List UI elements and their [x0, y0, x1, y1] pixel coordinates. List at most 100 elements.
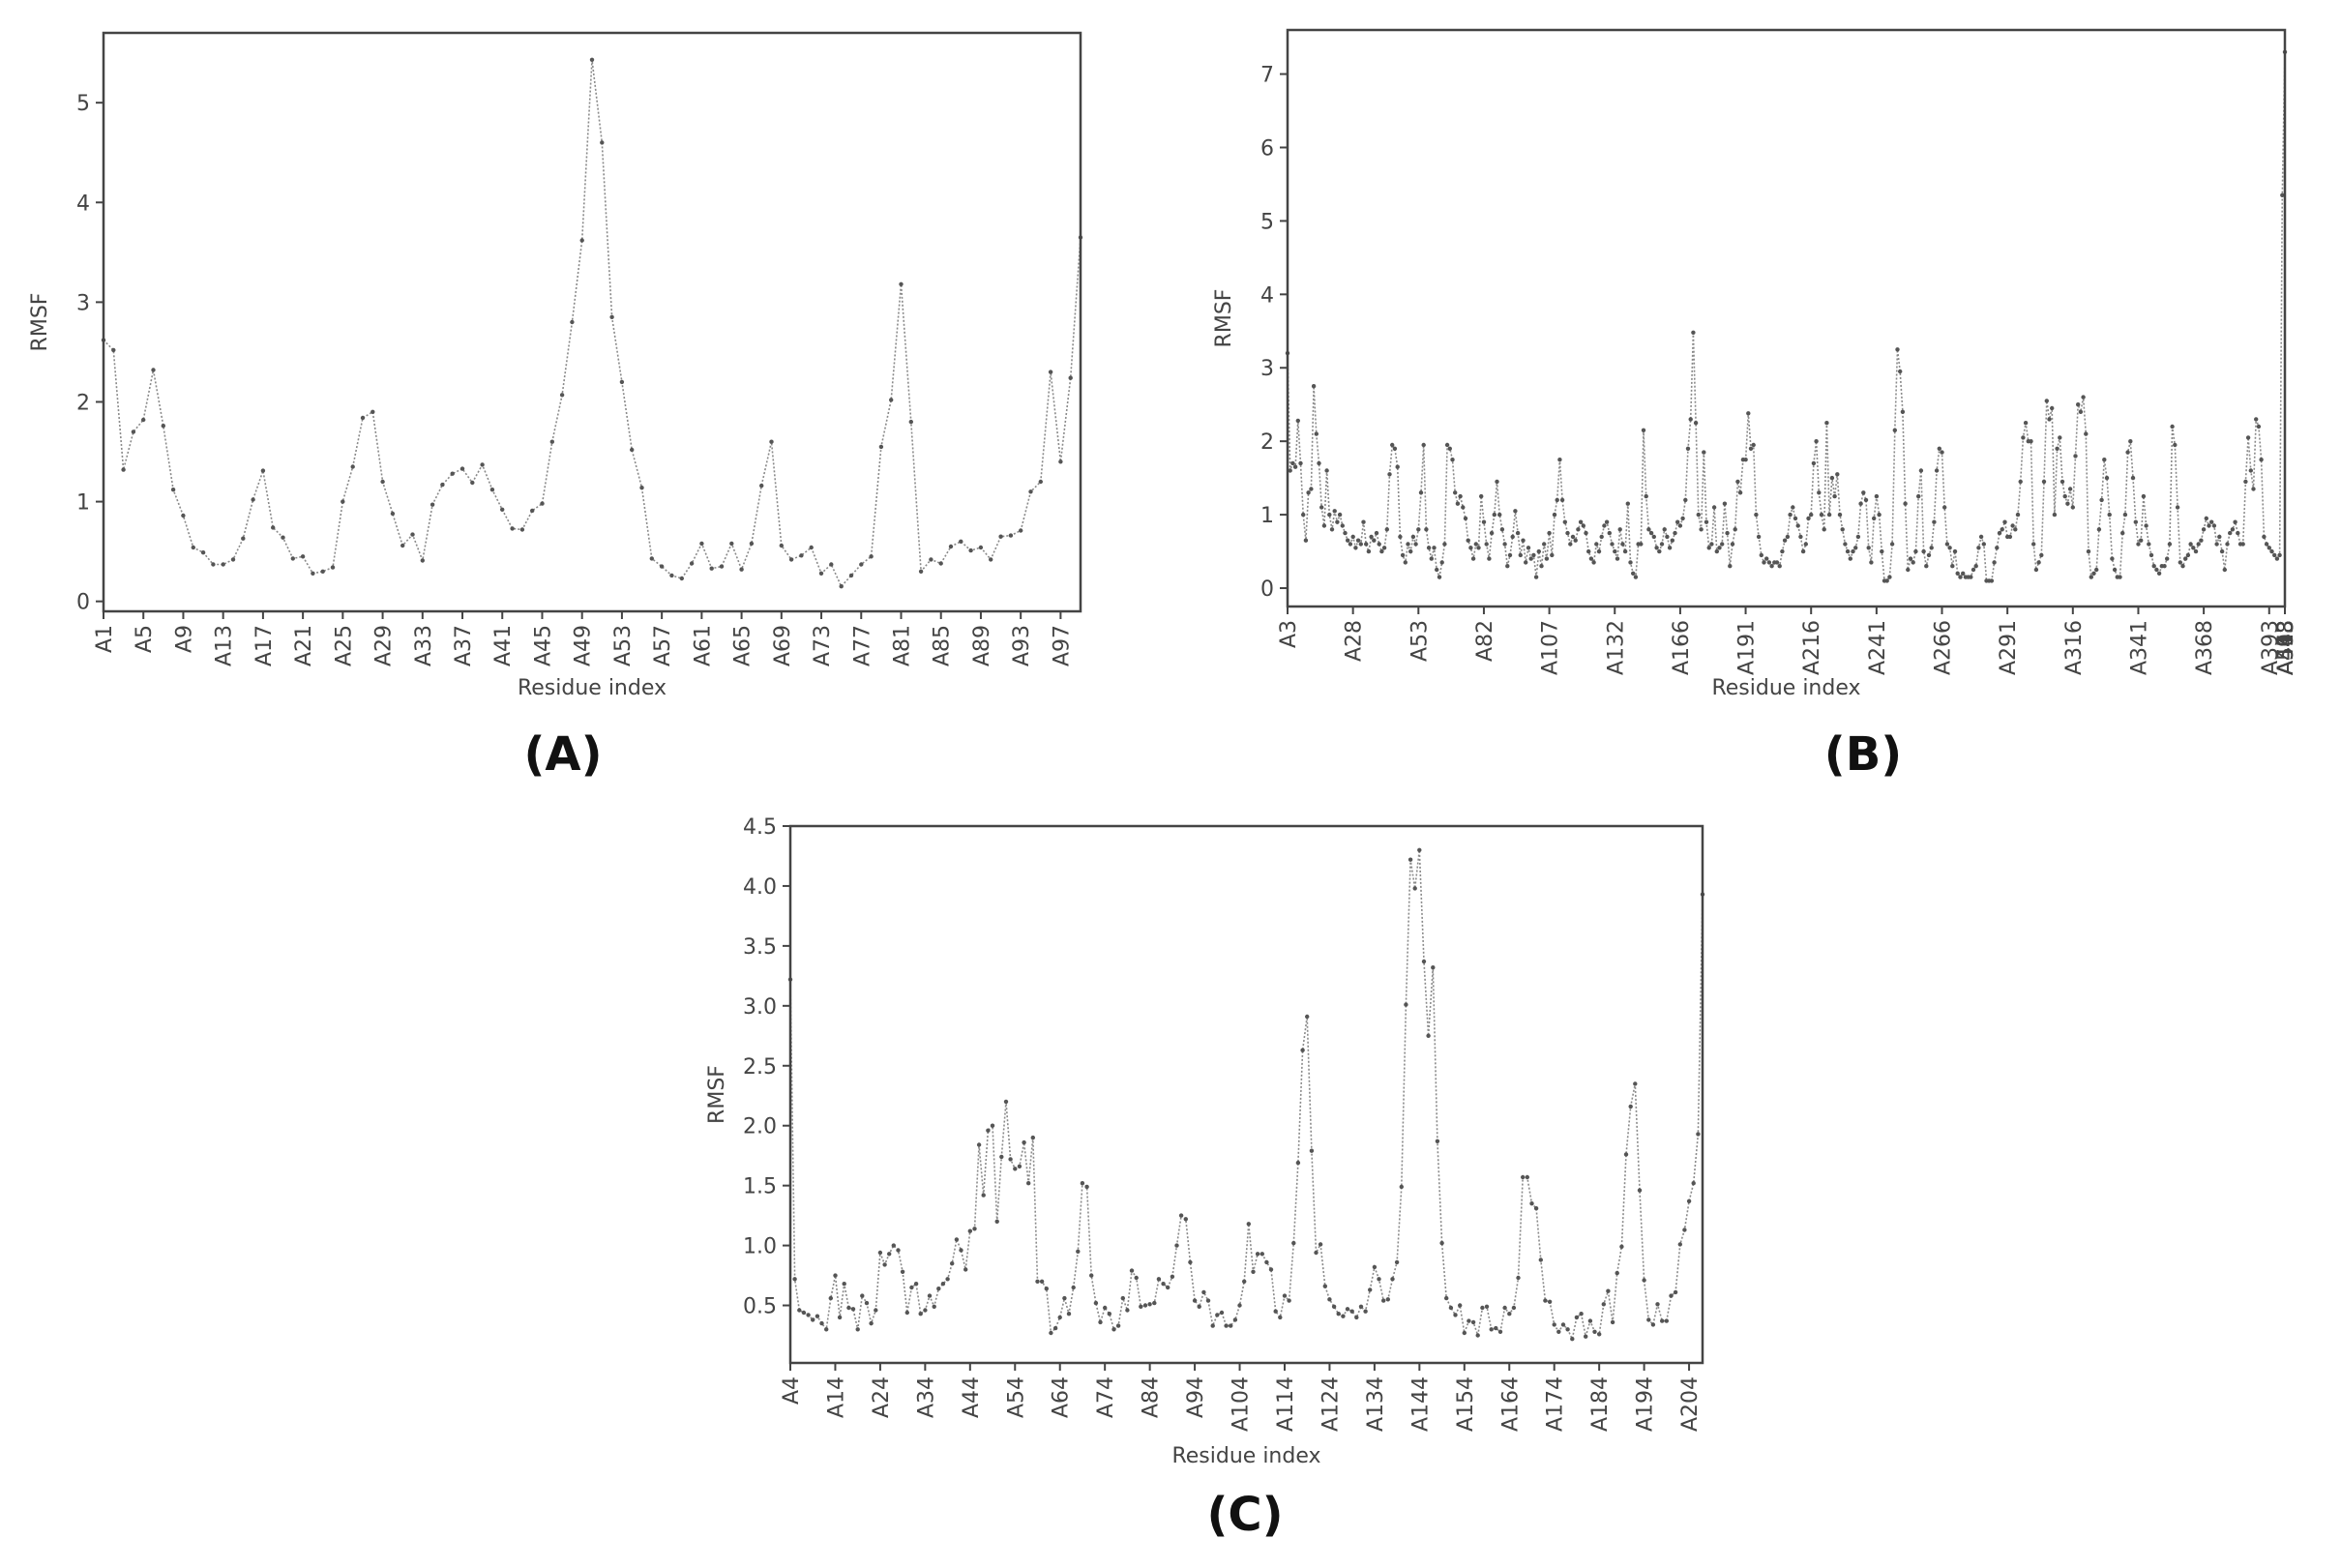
x-tick-label: A82 [1473, 620, 1497, 662]
x-tick-label: A85 [931, 625, 955, 666]
x-tick-label: A4 [780, 1376, 804, 1405]
x-tick-label: A77 [850, 625, 874, 666]
x-tick-label: A5 [133, 625, 157, 653]
x-tick-label: A74 [1094, 1376, 1118, 1418]
x-tick-label: A13 [213, 625, 237, 666]
x-tick-label: A393 [2259, 620, 2283, 675]
x-tick-label: A104 [1230, 1376, 1254, 1432]
x-tick-label: A164 [1498, 1376, 1523, 1432]
y-tick-label: 0 [1260, 577, 1274, 602]
y-tick-label: 1.5 [743, 1175, 777, 1199]
x-tick-label: A64 [1050, 1376, 1074, 1418]
x-tick-label: A184 [1588, 1376, 1613, 1432]
panel-label-b: (B) [1823, 727, 1903, 782]
x-tick-label: A518 [2274, 620, 2298, 675]
y-tick-label: 2.5 [743, 1055, 777, 1080]
y-tick-label: 1 [76, 491, 90, 516]
x-tick-label: A84 [1140, 1376, 1164, 1418]
panel-label-c: (C) [1206, 1488, 1284, 1542]
x-tick-label: A41 [491, 625, 516, 666]
x-tick-label: A418 [2274, 620, 2298, 675]
x-tick-label: A89 [970, 625, 994, 666]
x-tick-label: A204 [1678, 1376, 1703, 1432]
rmsf-line [1287, 51, 2286, 582]
y-tick-label: 1 [1260, 504, 1274, 528]
x-tick-label: A174 [1544, 1376, 1568, 1432]
y-tick-label: 6 [1260, 136, 1274, 161]
panel-label-a: (A) [523, 727, 603, 782]
x-tick-label: A33 [412, 625, 436, 666]
x-tick-label: A194 [1634, 1376, 1658, 1432]
panel-c: 0.5 1.0 1.5 2.0 2.5 3.0 3.5 4.0 4.5 A4 A14 A24 A34 A4… [0, 803, 2341, 1564]
x-tick-label: A25 [332, 625, 356, 666]
x-tick-label: A61 [691, 625, 715, 666]
y-tick-label: 3 [1260, 357, 1274, 381]
rmsf-markers [1285, 49, 2288, 583]
chart-b: 0 1 2 3 4 5 6 7 A3 A28 A53 A82 A107 A132 A166 A191 A216 A… [1212, 28, 2298, 700]
x-tick-label: A543 [2274, 620, 2298, 675]
x-tick-label: A216 [1800, 620, 1824, 675]
x-axis-label: Residue index [518, 676, 667, 700]
y-tick-label: 5 [76, 92, 90, 116]
x-tick-label: A468 [2274, 620, 2298, 675]
chart-c: 0.5 1.0 1.5 2.0 2.5 3.0 3.5 4.0 4.5 A4 A14 A24 A34 A4… [705, 815, 1705, 1468]
x-tick-label: A241 [1866, 620, 1890, 675]
rmsf-line [103, 59, 1082, 588]
x-tick-label: A316 [2062, 620, 2087, 675]
y-tick-label: 3.0 [743, 995, 777, 1020]
y-tick-label: 3.5 [743, 935, 777, 960]
y-tick-label: 4 [1260, 283, 1274, 308]
y-axis-label: RMSF [705, 1065, 729, 1124]
y-tick-label: 4.0 [743, 875, 777, 900]
x-tick-label: A65 [731, 625, 756, 666]
y-axis-label: RMSF [1212, 289, 1236, 348]
x-tick-label: A166 [1670, 620, 1694, 675]
y-tick-label: 2.0 [743, 1115, 777, 1139]
y-tick-label: 0 [76, 591, 90, 615]
x-tick-label: A191 [1735, 620, 1760, 675]
x-tick-label: A28 [1343, 620, 1367, 662]
x-tick-label: A154 [1454, 1376, 1478, 1432]
x-tick-label: A24 [870, 1376, 894, 1418]
rmsf-line [789, 849, 1704, 1342]
x-tick-label: A69 [771, 625, 795, 666]
x-tick-label: A3 [1277, 620, 1301, 648]
x-tick-label: A368 [2193, 620, 2217, 675]
y-tick-label: 0.5 [743, 1295, 777, 1319]
x-tick-label: A21 [292, 625, 316, 666]
x-tick-label: A14 [824, 1376, 848, 1418]
x-tick-label: A45 [531, 625, 555, 666]
y-tick-label: 3 [76, 291, 90, 315]
rmsf-markers [101, 57, 1083, 589]
x-tick-label: A49 [572, 625, 596, 666]
y-tick-label: 1.0 [743, 1235, 777, 1259]
y-tick-label: 2 [1260, 430, 1274, 455]
y-tick-label: 4.5 [743, 815, 777, 840]
x-axis-label: Residue index [1711, 676, 1860, 700]
panel-b: 0 1 2 3 4 5 6 7 A3 A28 A53 A82 A107 A132 A166 A191 A216 A… [1170, 0, 2341, 793]
x-tick-label: A37 [452, 625, 476, 666]
x-tick-label: A107 [1539, 620, 1563, 675]
chart-a: 0 1 2 3 4 5 A1 A5 A9 A13 A17 A21 A25 A29 A33 A37 A41 A45 A… [28, 31, 1083, 700]
x-tick-label: A443 [2274, 620, 2298, 675]
x-tick-label: A81 [890, 625, 914, 666]
x-tick-label: A44 [960, 1376, 984, 1418]
x-tick-label: A57 [651, 625, 675, 666]
x-tick-label: A132 [1604, 620, 1628, 675]
x-tick-label: A53 [1408, 620, 1432, 662]
x-tick-label: A54 [1004, 1376, 1028, 1418]
y-tick-label: 4 [76, 192, 90, 216]
x-tick-label: A93 [1010, 625, 1034, 666]
panel-a: 0 1 2 3 4 5 A1 A5 A9 A13 A17 A21 A25 A29 A33 A37 A41 A45 A… [0, 0, 1170, 793]
y-tick-label: 5 [1260, 210, 1274, 234]
x-tick-label: A341 [2127, 620, 2151, 675]
x-tick-label: A124 [1319, 1376, 1343, 1432]
plot-frame [102, 31, 1082, 613]
x-tick-label: A53 [611, 625, 636, 666]
x-tick-label: A291 [1997, 620, 2021, 675]
x-tick-label: A1 [93, 625, 117, 653]
x-tick-label: A29 [372, 625, 397, 666]
x-tick-label: A114 [1274, 1376, 1298, 1432]
x-tick-label: A34 [914, 1376, 938, 1418]
x-axis-label: Residue index [1171, 1444, 1320, 1468]
